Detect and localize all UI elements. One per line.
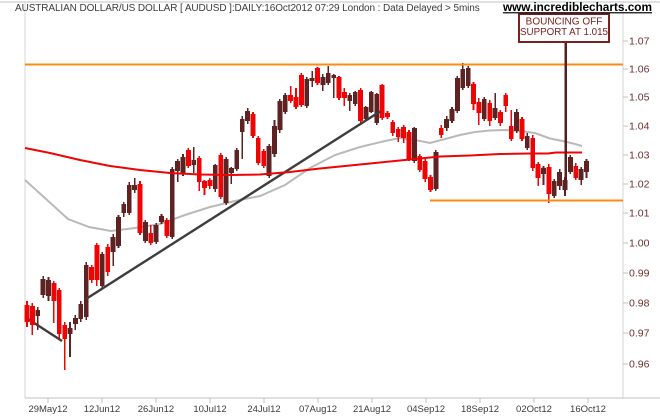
svg-text:BOUNCING OFF: BOUNCING OFF [526, 17, 603, 28]
svg-text:1.02: 1.02 [629, 179, 650, 191]
svg-text:1.04: 1.04 [629, 121, 650, 133]
svg-text:10Jul12: 10Jul12 [193, 404, 226, 415]
svg-text:18Sep12: 18Sep12 [461, 404, 499, 415]
svg-text:SUPPORT AT 1.015: SUPPORT AT 1.015 [520, 27, 609, 38]
svg-text:0.96: 0.96 [629, 359, 650, 371]
svg-text:1.03: 1.03 [629, 150, 650, 162]
svg-text:07Aug12: 07Aug12 [299, 404, 337, 415]
svg-text:1.00: 1.00 [629, 238, 650, 250]
svg-text:www.incrediblecharts.com: www.incrediblecharts.com [502, 0, 652, 14]
svg-text:0.97: 0.97 [629, 328, 650, 340]
svg-text:04Sep12: 04Sep12 [407, 404, 445, 415]
svg-text:0.99: 0.99 [629, 268, 650, 280]
svg-text:12Jun12: 12Jun12 [84, 404, 120, 415]
svg-text:21Aug12: 21Aug12 [353, 404, 391, 415]
svg-text:1.07: 1.07 [629, 36, 650, 48]
svg-text:29May12: 29May12 [28, 404, 67, 415]
svg-text:24Jul12: 24Jul12 [247, 404, 280, 415]
svg-text:02Oct12: 02Oct12 [516, 404, 552, 415]
svg-text:26Jun12: 26Jun12 [138, 404, 174, 415]
svg-text:1.01: 1.01 [629, 208, 650, 220]
svg-text:1.06: 1.06 [629, 64, 650, 76]
svg-text:0.98: 0.98 [629, 298, 650, 310]
svg-text:1.05: 1.05 [629, 92, 650, 104]
svg-text:16Oct12: 16Oct12 [570, 404, 606, 415]
svg-text:AUSTRALIAN DOLLAR/US DOLLAR [: AUSTRALIAN DOLLAR/US DOLLAR [ AUDUSD ]:D… [15, 3, 480, 14]
